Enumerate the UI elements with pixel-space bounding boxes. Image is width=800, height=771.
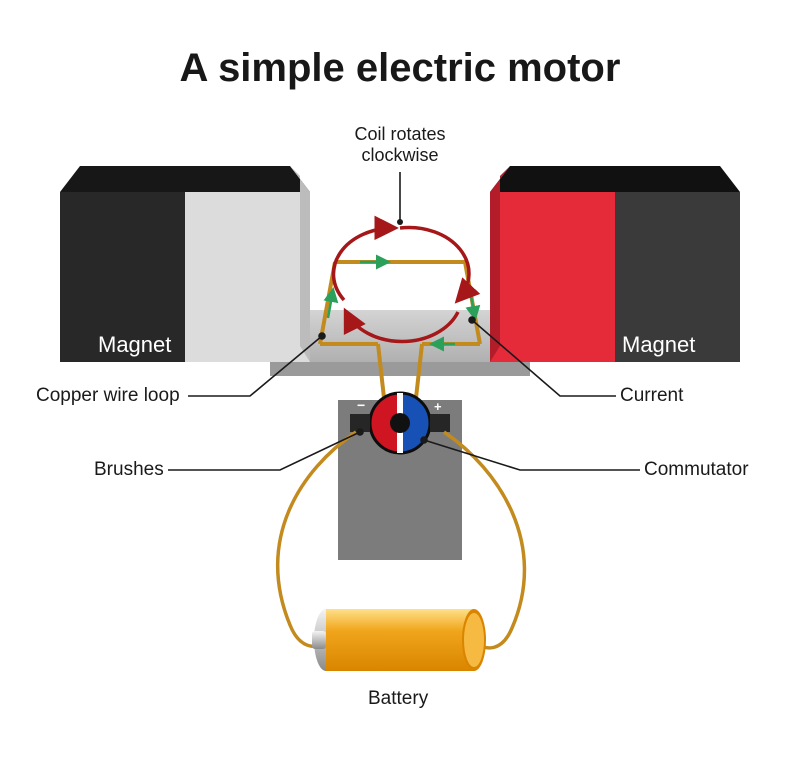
svg-text:−: − [357, 397, 365, 413]
label-magnet-right: Magnet [622, 332, 695, 358]
label-battery: Battery [368, 688, 428, 710]
diagram-canvas: A simple electric motor Coil rotates clo… [0, 0, 800, 771]
battery [312, 609, 486, 671]
svg-text:+: + [434, 399, 442, 414]
label-magnet-left: Magnet [98, 332, 171, 358]
label-brushes: Brushes [94, 459, 164, 481]
commutator [370, 393, 430, 453]
magnet-right [490, 166, 740, 362]
label-commutator: Commutator [644, 459, 749, 481]
label-current: Current [620, 385, 683, 407]
label-copper-loop: Copper wire loop [36, 385, 180, 407]
